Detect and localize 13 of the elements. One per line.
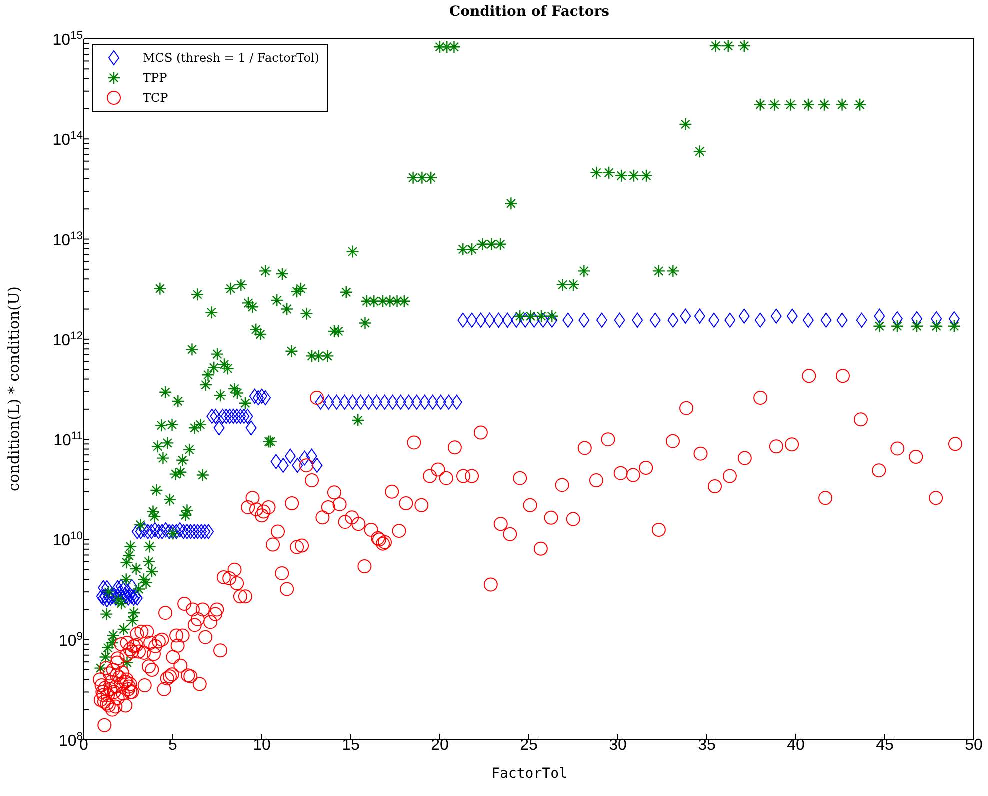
chart-title: Condition of Factors — [448, 4, 610, 20]
y-tick-label: 10$^{15}$ — [52, 30, 83, 49]
legend-label: TPP — [143, 71, 168, 85]
y-tick-label: 10$^{12}$ — [52, 330, 83, 350]
x-axis-title: FactorTol — [490, 766, 568, 782]
y-tick-label: 10$^{13}$ — [52, 230, 83, 250]
y-tick-label: 10$^{11}$ — [54, 430, 83, 450]
legend-label: TCP — [143, 91, 168, 105]
legend-label: MCS (thresh = 1 / FactorTol) — [143, 51, 320, 65]
y-tick-label: 10$^{9}$ — [58, 630, 83, 650]
y-tick-label: 10$^{14}$ — [52, 130, 83, 150]
y-axis-title: condition(L) * condition(U) — [5, 286, 23, 492]
y-tick-label: 10$^{10}$ — [52, 530, 83, 550]
